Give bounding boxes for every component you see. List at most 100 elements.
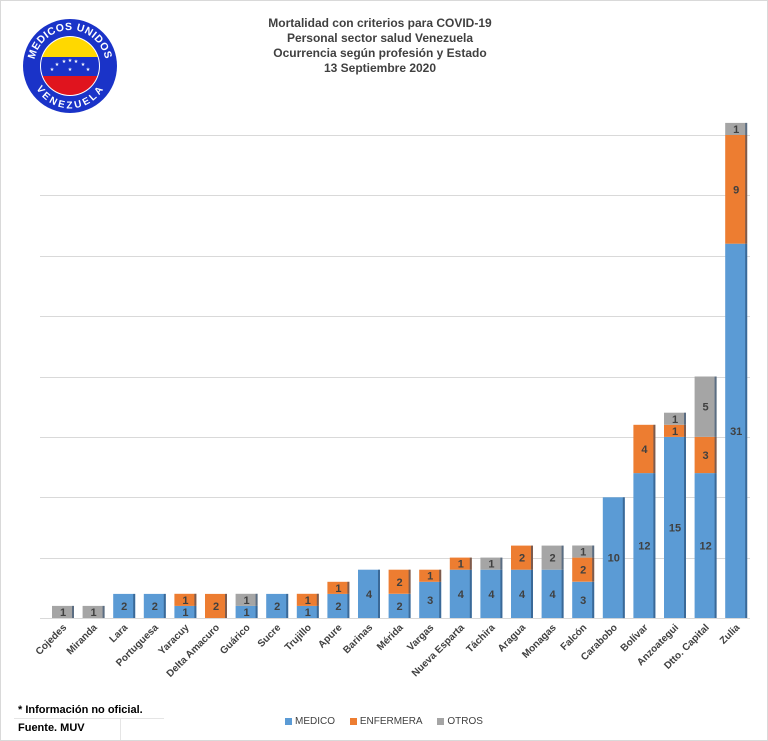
bar-medico	[694, 473, 717, 618]
data-label: 4	[488, 589, 495, 601]
data-label: 4	[641, 444, 648, 456]
bar-edge	[684, 412, 686, 425]
title-line-2: Personal sector salud Venezuela	[286, 31, 474, 45]
category-label: Falcón	[559, 622, 590, 653]
bar-edge	[531, 569, 533, 618]
bar-edge	[684, 436, 686, 618]
bar-medico	[480, 569, 503, 618]
bar-medico	[388, 593, 411, 618]
bar-medico	[664, 436, 686, 618]
category-label: Cojedes	[34, 622, 70, 658]
bar-enfermera	[205, 593, 227, 618]
data-label: 1	[244, 595, 250, 607]
svg-text:★: ★	[68, 67, 73, 73]
svg-text:★: ★	[50, 67, 55, 73]
bar-medico	[266, 593, 289, 618]
data-label: 4	[458, 589, 465, 601]
bar-medico	[541, 569, 564, 618]
bar-edge	[561, 545, 564, 570]
bar-medico	[113, 593, 136, 618]
legend-item-medico: MEDICO	[285, 716, 335, 727]
data-label: 2	[519, 553, 525, 565]
bar-edge	[592, 581, 595, 618]
bar-edge	[653, 424, 656, 474]
bar-edge	[225, 593, 227, 618]
data-label: 12	[699, 541, 711, 553]
bar-otros	[694, 376, 717, 437]
footnote: * Información no oficial.	[18, 704, 143, 716]
data-label: 1	[733, 124, 739, 136]
bar-medico	[725, 243, 748, 618]
bar-edge	[745, 135, 748, 244]
title-line-1: Mortalidad con criterios para COVID-19	[268, 16, 492, 30]
category-label: Miranda	[65, 622, 100, 657]
data-label: 2	[580, 565, 586, 577]
bar-otros	[572, 545, 595, 558]
data-label: 2	[121, 601, 127, 613]
legend-label-medico: MEDICO	[295, 716, 336, 727]
bar-edge	[592, 545, 595, 558]
bar-enfermera	[725, 135, 748, 244]
data-label: 5	[703, 402, 709, 414]
data-label: 12	[638, 541, 650, 553]
data-label: 1	[580, 547, 586, 559]
bar-edge	[714, 436, 717, 474]
bar-edge	[72, 605, 74, 618]
bar-edge	[745, 243, 748, 618]
svg-text:★: ★	[81, 62, 86, 68]
title-line-3: Ocurrencia según profesión y Estado	[273, 46, 487, 60]
bar-edge	[194, 593, 197, 606]
data-label: 31	[730, 426, 742, 438]
data-label: 3	[427, 595, 433, 607]
bar-medico	[449, 569, 472, 618]
gridlines	[40, 135, 750, 619]
bar-enfermera	[327, 581, 350, 594]
data-label: 1	[672, 414, 678, 426]
bar-otros	[52, 605, 74, 618]
data-label: 3	[703, 450, 709, 462]
bar-edge	[408, 593, 411, 618]
bar-edge	[439, 581, 442, 618]
bar-edge	[592, 557, 595, 582]
bar-edge	[714, 376, 717, 437]
legend: MEDICO ENFERMERA OTROS	[0, 716, 768, 727]
bars	[52, 122, 748, 619]
svg-text:★: ★	[55, 62, 60, 68]
data-label: 10	[608, 553, 620, 565]
data-label: 4	[366, 589, 373, 601]
category-label: Guárico	[218, 622, 253, 657]
bar-enfermera	[174, 593, 197, 606]
bar-edge	[163, 593, 166, 618]
data-label: 1	[458, 559, 464, 571]
category-label: Táchira	[465, 622, 498, 655]
bar-edge	[194, 605, 197, 618]
bar-enfermera	[572, 557, 595, 582]
legend-label-enfermera: ENFERMERA	[359, 716, 423, 727]
bar-edge	[316, 593, 319, 606]
bar-otros	[725, 122, 748, 135]
bar-enfermera	[419, 569, 442, 582]
bar-medico	[358, 569, 380, 618]
bar-enfermera	[694, 436, 717, 474]
bar-enfermera	[664, 424, 686, 437]
bar-medico	[296, 605, 319, 618]
bar-edge	[500, 569, 503, 618]
svg-text:★: ★	[68, 58, 73, 64]
bar-medico	[572, 581, 595, 618]
bar-edge	[255, 605, 258, 618]
data-label: 1	[182, 595, 188, 607]
legend-item-otros: OTROS	[437, 716, 483, 727]
category-label: Sucre	[256, 622, 284, 650]
bar-edge	[378, 569, 380, 618]
legend-swatch-otros	[437, 717, 445, 725]
data-label: 4	[550, 589, 557, 601]
bar-medico	[419, 581, 442, 618]
bar-medico	[602, 497, 625, 619]
category-label: Barinas	[341, 622, 375, 656]
data-label: 2	[152, 601, 158, 613]
bar-edge	[347, 581, 350, 594]
category-label: Apure	[316, 622, 345, 651]
data-label: 2	[274, 601, 280, 613]
